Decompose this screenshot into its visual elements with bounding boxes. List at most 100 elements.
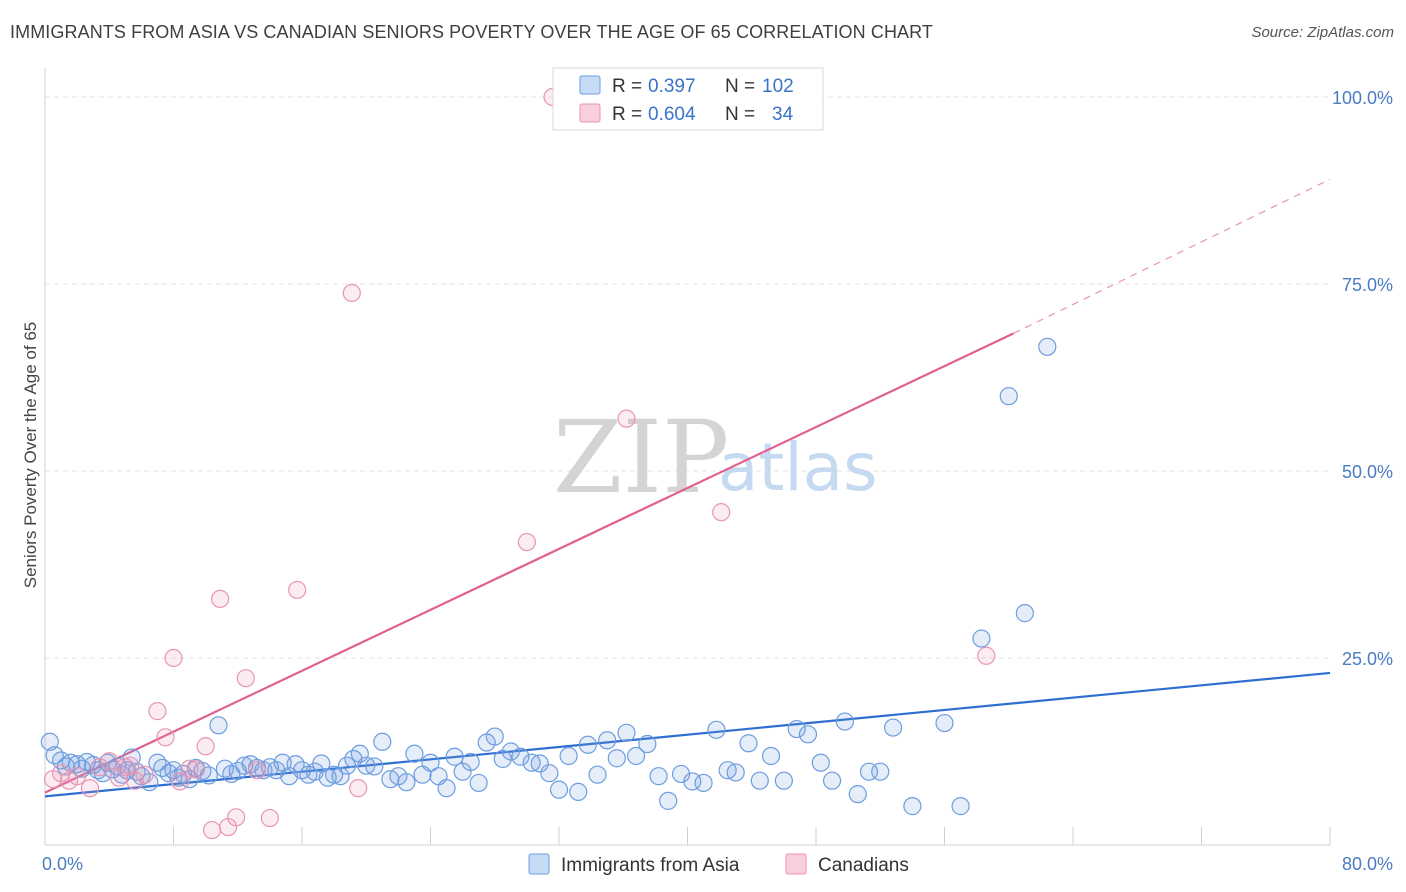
canadians-point-27 — [349, 779, 368, 798]
asia-point-113 — [1038, 337, 1057, 356]
asia-point-20 — [148, 753, 167, 772]
canadians-point-11 — [148, 702, 167, 721]
asia-point-83 — [617, 723, 636, 742]
asia-point-49 — [331, 767, 350, 786]
asia-point-76 — [549, 780, 569, 799]
canadians-point-14 — [170, 772, 190, 791]
gridlines — [45, 96, 1330, 659]
asia-point-110 — [972, 629, 991, 648]
asia-point-69 — [485, 727, 504, 746]
canadians-point-10 — [135, 765, 154, 784]
legend-swatch-asia — [579, 75, 601, 95]
top-legend: R = 0.397 N = 102 R = 0.604 N = 34 — [552, 67, 824, 131]
asia-point-74 — [530, 754, 549, 773]
asia-point-105 — [871, 762, 890, 781]
asia-point-103 — [848, 785, 867, 804]
watermark-atlas: atlas — [718, 429, 878, 506]
legend-canadians-n-value: 34 — [772, 104, 794, 125]
asia-point-61 — [421, 753, 440, 772]
canadians-point-24 — [260, 808, 279, 828]
asia-point-64 — [445, 747, 464, 766]
asia-point-30 — [209, 716, 228, 735]
canadians-point-19 — [210, 589, 230, 609]
asia-point-54 — [365, 757, 384, 776]
canadians-point-31 — [712, 503, 731, 522]
asia-point-102 — [835, 712, 855, 731]
data-points — [40, 87, 1057, 840]
canadians-point-28 — [517, 532, 536, 552]
asia-point-85 — [638, 734, 657, 754]
asia-point-109 — [951, 797, 970, 816]
canadians-point-21 — [227, 808, 246, 827]
bottom-legend-label-canadians: Canadians — [818, 855, 909, 876]
asia-point-87 — [659, 791, 678, 810]
canadians-point-5 — [90, 758, 109, 777]
asia-point-90 — [694, 773, 713, 793]
asia-point-94 — [739, 734, 758, 753]
asia-point-98 — [787, 719, 806, 739]
bottom-legend-swatch-canadians — [785, 853, 807, 875]
asia-point-48 — [325, 765, 344, 784]
chart-title: IMMIGRANTS FROM ASIA VS CANADIAN SENIORS… — [10, 22, 934, 42]
asia-point-63 — [437, 779, 456, 798]
legend-asia-n-value: 102 — [762, 76, 794, 97]
canadians-point-13 — [164, 648, 183, 668]
asia-point-84 — [626, 746, 646, 766]
asia-point-86 — [649, 767, 668, 786]
axes — [44, 68, 1331, 846]
asia-point-58 — [397, 773, 416, 792]
trend-lines — [44, 178, 1331, 798]
asia-point-77 — [559, 746, 578, 766]
asia-point-75 — [540, 764, 559, 783]
legend-asia-r-value: 0.397 — [648, 76, 696, 97]
asia-point-67 — [469, 773, 488, 793]
asia-point-97 — [774, 771, 793, 790]
asia-point-78 — [569, 782, 588, 801]
y-tick-label-0: 100.0% — [1332, 88, 1393, 108]
canadians-point-4 — [80, 779, 100, 798]
canadians-point-16 — [186, 760, 206, 779]
x-tick-label-0: 0.0% — [42, 854, 83, 874]
asia-point-72 — [511, 747, 530, 766]
x-tick-labels: 0.0% 80.0% — [42, 854, 1393, 874]
asia-point-106 — [883, 718, 903, 737]
bottom-legend-swatch-asia — [528, 853, 550, 875]
x-tick-label-1: 80.0% — [1342, 854, 1393, 874]
asia-point-50 — [337, 756, 357, 775]
canadians-point-15 — [180, 759, 199, 778]
asia-point-59 — [405, 744, 424, 763]
canadians-trend-line — [44, 332, 1015, 794]
canadians-trend-extension — [1013, 178, 1331, 334]
legend-asia-n-label: N = — [725, 76, 755, 97]
legend-asia-r-label: R = — [612, 76, 642, 97]
canadians-point-17 — [196, 737, 215, 756]
source-label: Source: ZipAtlas.com — [1251, 24, 1394, 41]
asia-point-66 — [461, 752, 480, 772]
asia-point-100 — [811, 753, 830, 772]
asia-point-79 — [578, 735, 598, 754]
legend-canadians-r-label: R = — [612, 104, 642, 125]
asia-point-101 — [822, 771, 842, 790]
canadians-point-32 — [977, 646, 996, 665]
legend-canadians-n-label: N = — [725, 104, 755, 125]
asia-point-81 — [598, 731, 617, 750]
asia-point-112 — [1015, 604, 1034, 623]
legend-canadians-r-value: 0.604 — [648, 104, 696, 125]
asia-point-93 — [726, 763, 745, 782]
y-tick-label-1: 75.0% — [1342, 275, 1393, 295]
canadians-point-23 — [247, 761, 267, 780]
bottom-legend-label-asia: Immigrants from Asia — [561, 855, 740, 876]
canadians-point-22 — [236, 669, 255, 688]
asia-point-108 — [935, 713, 954, 733]
asia-point-96 — [761, 746, 781, 766]
y-axis-label: Seniors Poverty Over the Age of 65 — [21, 322, 40, 588]
asia-point-55 — [373, 732, 392, 751]
y-tick-labels: 100.0% 75.0% 50.0% 25.0% — [1332, 88, 1393, 669]
asia-point-0 — [40, 732, 59, 751]
asia-point-80 — [588, 765, 607, 784]
canadians-point-18 — [202, 820, 222, 840]
canadians-point-26 — [342, 283, 361, 303]
y-tick-label-2: 50.0% — [1342, 462, 1393, 482]
asia-point-71 — [501, 742, 520, 761]
